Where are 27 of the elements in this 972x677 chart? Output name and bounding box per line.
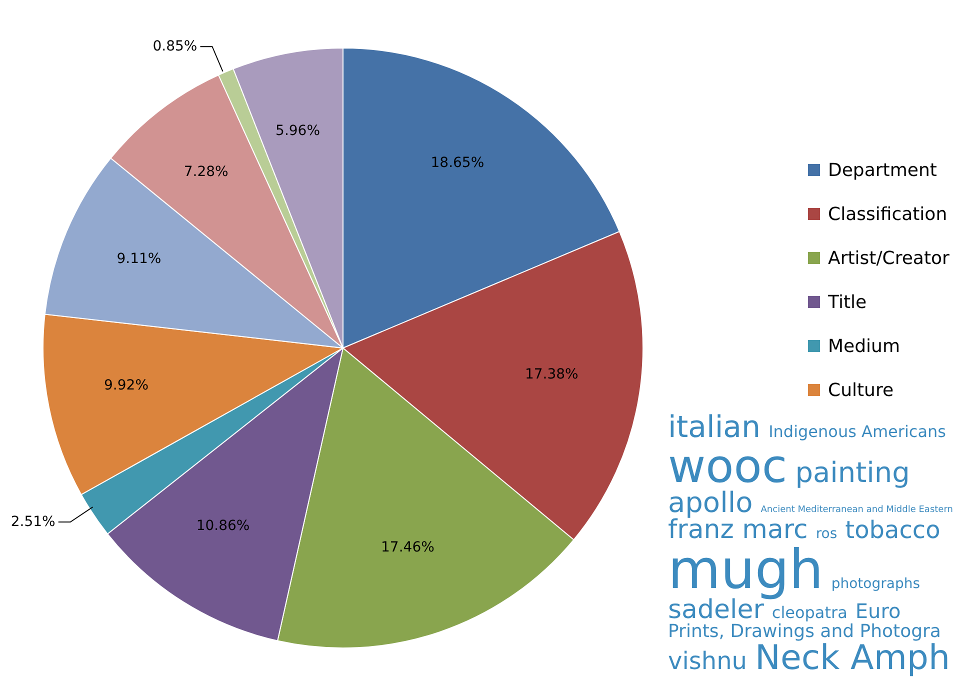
text: painting xyxy=(795,456,910,489)
data-label: 7.28% xyxy=(184,164,228,180)
text: vishnu xyxy=(668,647,748,675)
data-label: 10.86% xyxy=(196,518,250,534)
text: Ancient Mediterranean and Middle Eastern xyxy=(760,505,953,515)
legend-label: Title xyxy=(828,292,867,312)
data-label: 18.65% xyxy=(430,155,484,172)
text: Euro xyxy=(855,599,901,623)
legend-label: Artist/Creator xyxy=(828,248,950,268)
legend-label: Classification xyxy=(828,204,948,224)
data-label: 9.11% xyxy=(116,251,162,268)
legend-label: Medium xyxy=(828,336,900,356)
data-label: 0.85% xyxy=(152,38,198,55)
text: italian xyxy=(668,410,761,445)
data-label: 5.96% xyxy=(276,122,320,139)
data-label: 9.92% xyxy=(104,378,148,394)
legend-label: Culture xyxy=(828,380,894,400)
text: Prints, Drawings and Photogra xyxy=(668,621,941,642)
text: Indigenous Americans xyxy=(768,422,946,441)
text: apollo xyxy=(668,486,753,519)
text: photographs xyxy=(831,576,920,592)
data-label: 17.46% xyxy=(381,539,434,556)
data-label: 17.38% xyxy=(524,366,578,383)
data-label: 2.51% xyxy=(10,514,56,530)
legend-label: Department xyxy=(828,160,937,180)
text: cleopatra xyxy=(772,603,848,622)
text: tobacco xyxy=(845,516,940,544)
